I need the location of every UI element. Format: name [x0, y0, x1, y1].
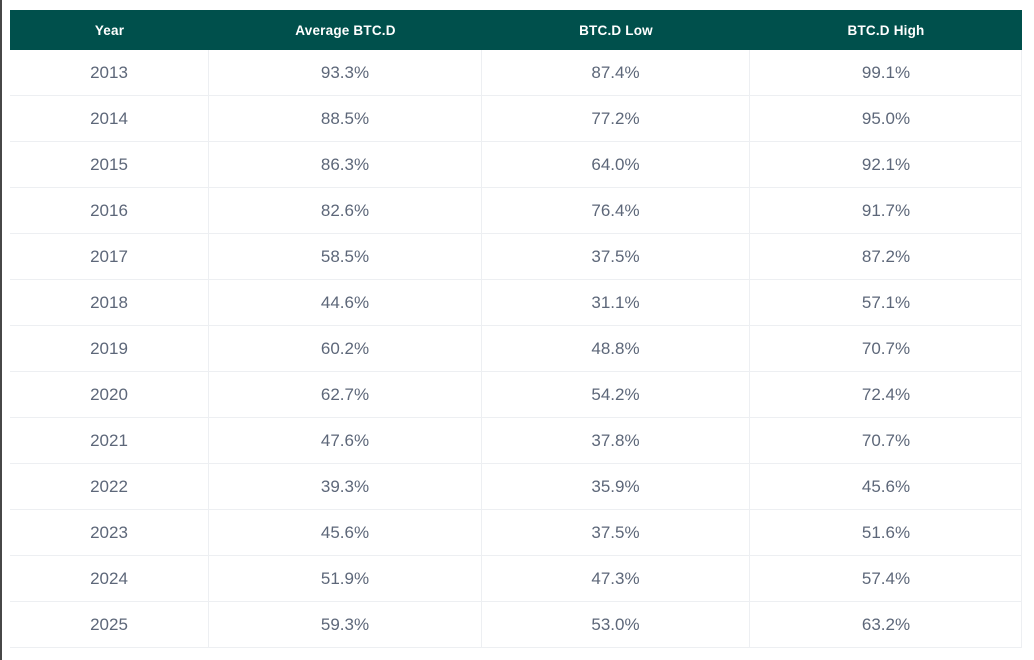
table-row: 2021 47.6% 37.8% 70.7%	[10, 418, 1021, 464]
table-row: 2016 82.6% 76.4% 91.7%	[10, 188, 1021, 234]
screen-edge-divider	[0, 0, 2, 660]
year-cell: 2014	[10, 96, 209, 141]
btcd-low-cell: 37.5%	[482, 234, 750, 279]
table-row: 2014 88.5% 77.2% 95.0%	[10, 96, 1021, 142]
btcd-high-cell: 99.1%	[861, 62, 911, 82]
table-row: 2025 59.3% 53.0% 63.2%	[10, 602, 1021, 648]
average-btcd-cell: 58.5%	[209, 234, 482, 279]
column-header-btcd-low: BTC.D Low	[579, 22, 653, 38]
table-row: 2017 58.5% 37.5% 87.2%	[10, 234, 1021, 280]
year-cell: 2018	[10, 280, 209, 325]
year-cell: 2013	[10, 50, 209, 95]
btcd-low-cell: 48.8%	[482, 326, 750, 371]
table-row: 2015 86.3% 64.0% 92.1%	[10, 142, 1021, 188]
table-row: 2019 60.2% 48.8% 70.7%	[10, 326, 1021, 372]
year-cell: 2016	[10, 188, 209, 233]
average-btcd-cell: 51.9%	[209, 556, 482, 601]
average-btcd-cell: 82.6%	[209, 188, 482, 233]
btcd-high-cell: 51.6%	[861, 522, 911, 542]
btcd-high-cell: 95.0%	[861, 108, 911, 128]
btcd-low-cell: 53.0%	[482, 602, 750, 647]
year-cell: 2019	[10, 326, 209, 371]
btcd-low-cell: 54.2%	[482, 372, 750, 417]
table-row: 2022 39.3% 35.9% 45.6%	[10, 464, 1021, 510]
btcd-low-cell: 76.4%	[482, 188, 750, 233]
btcd-low-cell: 77.2%	[482, 96, 750, 141]
btcd-high-cell: 87.2%	[861, 246, 911, 266]
table-row: 2013 93.3% 87.4% 99.1%	[10, 50, 1021, 96]
table-row: 2024 51.9% 47.3% 57.4%	[10, 556, 1021, 602]
btcd-high-cell: 57.1%	[861, 292, 911, 312]
table-header-row: Year Average BTC.D BTC.D Low BTC.D High	[10, 10, 1022, 50]
btcd-low-cell: 87.4%	[482, 50, 750, 95]
btcd-high-cell: 72.4%	[861, 384, 911, 404]
btcd-low-cell: 64.0%	[482, 142, 750, 187]
average-btcd-cell: 93.3%	[209, 50, 482, 95]
btcd-high-cell: 57.4%	[861, 568, 911, 588]
average-btcd-cell: 39.3%	[209, 464, 482, 509]
btcd-high-cell: 91.7%	[861, 200, 911, 220]
btcd-high-cell: 92.1%	[861, 154, 911, 174]
column-header-average-btcd: Average BTC.D	[295, 22, 396, 38]
average-btcd-cell: 44.6%	[209, 280, 482, 325]
btcd-high-cell: 70.7%	[861, 430, 911, 450]
table-body: 2013 93.3% 87.4% 99.1% 2014 88.5% 77.2% …	[10, 50, 1022, 648]
year-cell: 2025	[10, 602, 209, 647]
year-cell: 2023	[10, 510, 209, 555]
year-cell: 2015	[10, 142, 209, 187]
btcd-low-cell: 31.1%	[482, 280, 750, 325]
average-btcd-cell: 59.3%	[209, 602, 482, 647]
table-row: 2020 62.7% 54.2% 72.4%	[10, 372, 1021, 418]
table-row: 2018 44.6% 31.1% 57.1%	[10, 280, 1021, 326]
btcd-low-cell: 37.8%	[482, 418, 750, 463]
year-cell: 2022	[10, 464, 209, 509]
average-btcd-cell: 62.7%	[209, 372, 482, 417]
btcd-high-cell: 63.2%	[861, 614, 911, 634]
average-btcd-cell: 60.2%	[209, 326, 482, 371]
year-cell: 2017	[10, 234, 209, 279]
btcd-low-cell: 37.5%	[482, 510, 750, 555]
year-cell: 2020	[10, 372, 209, 417]
average-btcd-cell: 88.5%	[209, 96, 482, 141]
btcd-low-cell: 47.3%	[482, 556, 750, 601]
year-cell: 2021	[10, 418, 209, 463]
btcd-low-cell: 35.9%	[482, 464, 750, 509]
column-header-btcd-high: BTC.D High	[847, 22, 925, 38]
table-row: 2023 45.6% 37.5% 51.6%	[10, 510, 1021, 556]
btcd-high-cell: 45.6%	[861, 476, 911, 496]
btc-dominance-table: Year Average BTC.D BTC.D Low BTC.D High …	[10, 10, 1022, 648]
btcd-high-cell: 70.7%	[861, 338, 911, 358]
average-btcd-cell: 86.3%	[209, 142, 482, 187]
column-header-year: Year	[94, 22, 125, 38]
average-btcd-cell: 45.6%	[209, 510, 482, 555]
year-cell: 2024	[10, 556, 209, 601]
average-btcd-cell: 47.6%	[209, 418, 482, 463]
